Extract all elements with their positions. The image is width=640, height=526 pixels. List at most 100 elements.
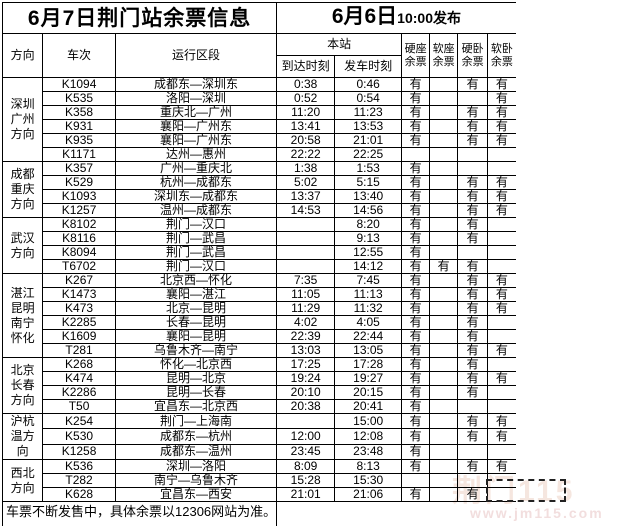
hard-sleeper-avail-cell: 有	[457, 343, 489, 358]
arrive-time-cell	[276, 231, 336, 246]
route-section-cell: 襄阳—昆明	[114, 329, 278, 344]
soft-sleeper-avail-cell: 有	[487, 343, 516, 358]
direction-group-cell: 成都 重庆 方向	[1, 161, 44, 218]
hard-seat-avail-cell: 有	[401, 77, 431, 92]
soft-seat-avail-cell	[429, 487, 459, 502]
route-section-cell: 洛阳—深圳	[114, 91, 278, 106]
soft-seat-avail-cell	[429, 315, 459, 330]
arrive-time-cell: 12:00	[276, 428, 336, 445]
table-row: 沪杭 温方 向 K254 荆门—上海南 15:00 有有有	[1, 412, 516, 460]
soft-seat-avail-cell	[429, 371, 459, 386]
page-title: 6月7日荆门站余票信息	[1, 2, 278, 34]
depart-time-cell: 21:01	[334, 133, 403, 148]
depart-time-cell: 12:55	[334, 245, 403, 260]
arrive-time-cell: 8:09	[276, 459, 336, 474]
hard-sleeper-avail-cell: 有	[457, 428, 489, 445]
arrive-time-cell: 20:10	[276, 385, 336, 400]
soft-seat-avail-cell	[429, 77, 459, 92]
soft-sleeper-avail-cell: 有	[487, 91, 516, 106]
hard-sleeper-avail-cell: 有	[457, 189, 489, 204]
depart-time-cell: 23:48	[334, 443, 403, 461]
col-header-direction: 方向	[1, 33, 44, 78]
depart-time-cell: 13:40	[334, 189, 403, 204]
soft-seat-avail-cell	[429, 357, 459, 372]
train-number-cell: K8102	[42, 217, 116, 232]
soft-seat-avail-cell	[429, 385, 459, 400]
soft-seat-avail-cell	[429, 412, 459, 430]
depart-time-cell: 8:13	[334, 459, 403, 474]
soft-seat-avail-cell	[429, 399, 459, 414]
table-row: T6702 荆门—汉口 14:12 有有有	[3, 259, 516, 274]
table-row: K1473 襄阳—湛江 11:05 11:13 有有有	[3, 287, 516, 302]
hard-sleeper-avail-cell: 有	[457, 105, 489, 120]
arrive-time-cell	[276, 245, 336, 260]
hard-seat-avail-cell: 有	[401, 399, 431, 414]
arrive-time-cell: 11:05	[276, 287, 336, 302]
hard-sleeper-avail-cell: 有	[457, 259, 489, 274]
arrive-time-cell: 7:35	[276, 273, 336, 288]
soft-seat-avail-cell	[429, 203, 459, 218]
soft-sleeper-avail-cell	[487, 217, 516, 232]
soft-seat-avail-cell	[429, 329, 459, 344]
route-section-cell: 荆门—上海南	[114, 412, 278, 430]
hard-sleeper-avail-cell	[457, 399, 489, 414]
hard-seat-avail-cell: 有	[401, 329, 431, 344]
soft-seat-avail-cell	[429, 133, 459, 148]
arrive-time-cell: 21:01	[276, 487, 336, 502]
route-section-cell: 荆门—汉口	[114, 217, 278, 232]
hard-seat-avail-cell: 有	[401, 343, 431, 358]
table-row: K358 重庆北—广州 11:20 11:23 有有有	[3, 105, 516, 120]
train-number-cell: K535	[42, 91, 116, 106]
footer-row: 车票不断发售中，具体余票以12306网站为准。	[1, 501, 516, 526]
soft-seat-avail-cell	[429, 428, 459, 445]
route-section-cell: 怀化—北京西	[114, 357, 278, 372]
depart-time-cell: 4:05	[334, 315, 403, 330]
hard-seat-avail-cell: 有	[401, 428, 431, 445]
publish-time: 10:00发布	[397, 10, 461, 26]
direction-group-cell: 深圳 广州 方向	[1, 77, 44, 162]
table-row: K535 洛阳—深圳 0:52 0:54 有有	[3, 91, 516, 106]
soft-sleeper-avail-cell: 有	[487, 175, 516, 190]
route-section-cell: 长春—昆明	[114, 315, 278, 330]
route-section-cell: 深圳—洛阳	[114, 459, 278, 474]
train-number-cell: K267	[42, 273, 116, 288]
table-row: K2285 长春—昆明 4:02 4:05 有有	[3, 315, 516, 330]
train-number-cell: K357	[42, 161, 116, 176]
table-row: 武汉 方向 K8102 荆门—汉口 8:20 有有	[1, 217, 516, 274]
hard-seat-avail-cell: 有	[401, 412, 431, 430]
col-header-soft-sleeper: 软卧 余票	[487, 33, 516, 78]
depart-time-cell: 11:32	[334, 301, 403, 316]
depart-time-cell: 22:44	[334, 329, 403, 344]
soft-sleeper-avail-cell	[487, 385, 516, 400]
col-header-soft-seat: 软座 余票	[429, 33, 459, 78]
train-number-cell: K473	[42, 301, 116, 316]
table-row: T50 宜昌东—北京西 20:38 20:41 有	[3, 399, 516, 414]
soft-sleeper-avail-cell	[487, 161, 516, 176]
soft-sleeper-avail-cell	[487, 147, 516, 162]
depart-time-cell: 20:15	[334, 385, 403, 400]
arrive-time-cell: 0:38	[276, 77, 336, 92]
route-section-cell: 荆门—武昌	[114, 245, 278, 260]
soft-sleeper-avail-cell: 有	[487, 203, 516, 218]
hard-seat-avail-cell: 有	[401, 287, 431, 302]
col-header-hard-seat: 硬座 余票	[401, 33, 431, 78]
hard-seat-avail-cell: 有	[401, 371, 431, 386]
soft-sleeper-avail-cell: 有	[487, 428, 516, 445]
remaining-tickets-table: 6月7日荆门站余票信息 6月6日10:00发布 方向 车次 运行区段 本站 硬座…	[1, 2, 516, 526]
train-number-cell: K1093	[42, 189, 116, 204]
arrive-time-cell: 0:52	[276, 91, 336, 106]
arrive-time-cell: 20:38	[276, 399, 336, 414]
depart-time-cell: 17:28	[334, 357, 403, 372]
col-header-hard-sleeper: 硬卧 余票	[457, 33, 489, 78]
depart-time-cell: 15:30	[334, 473, 403, 488]
soft-seat-avail-cell	[429, 105, 459, 120]
hard-sleeper-avail-cell: 有	[457, 217, 489, 232]
route-section-cell: 成都东—深圳东	[114, 77, 278, 92]
depart-time-cell: 11:13	[334, 287, 403, 302]
table-row: 西北 方向 K536 深圳—洛阳 8:09 8:13 有有有	[1, 459, 516, 502]
soft-seat-avail-cell	[429, 459, 459, 474]
train-number-cell: K935	[42, 133, 116, 148]
hard-seat-avail-cell: 有	[401, 189, 431, 204]
col-header-train: 车次	[42, 33, 116, 78]
route-section-cell: 成都东—杭州	[114, 428, 278, 445]
